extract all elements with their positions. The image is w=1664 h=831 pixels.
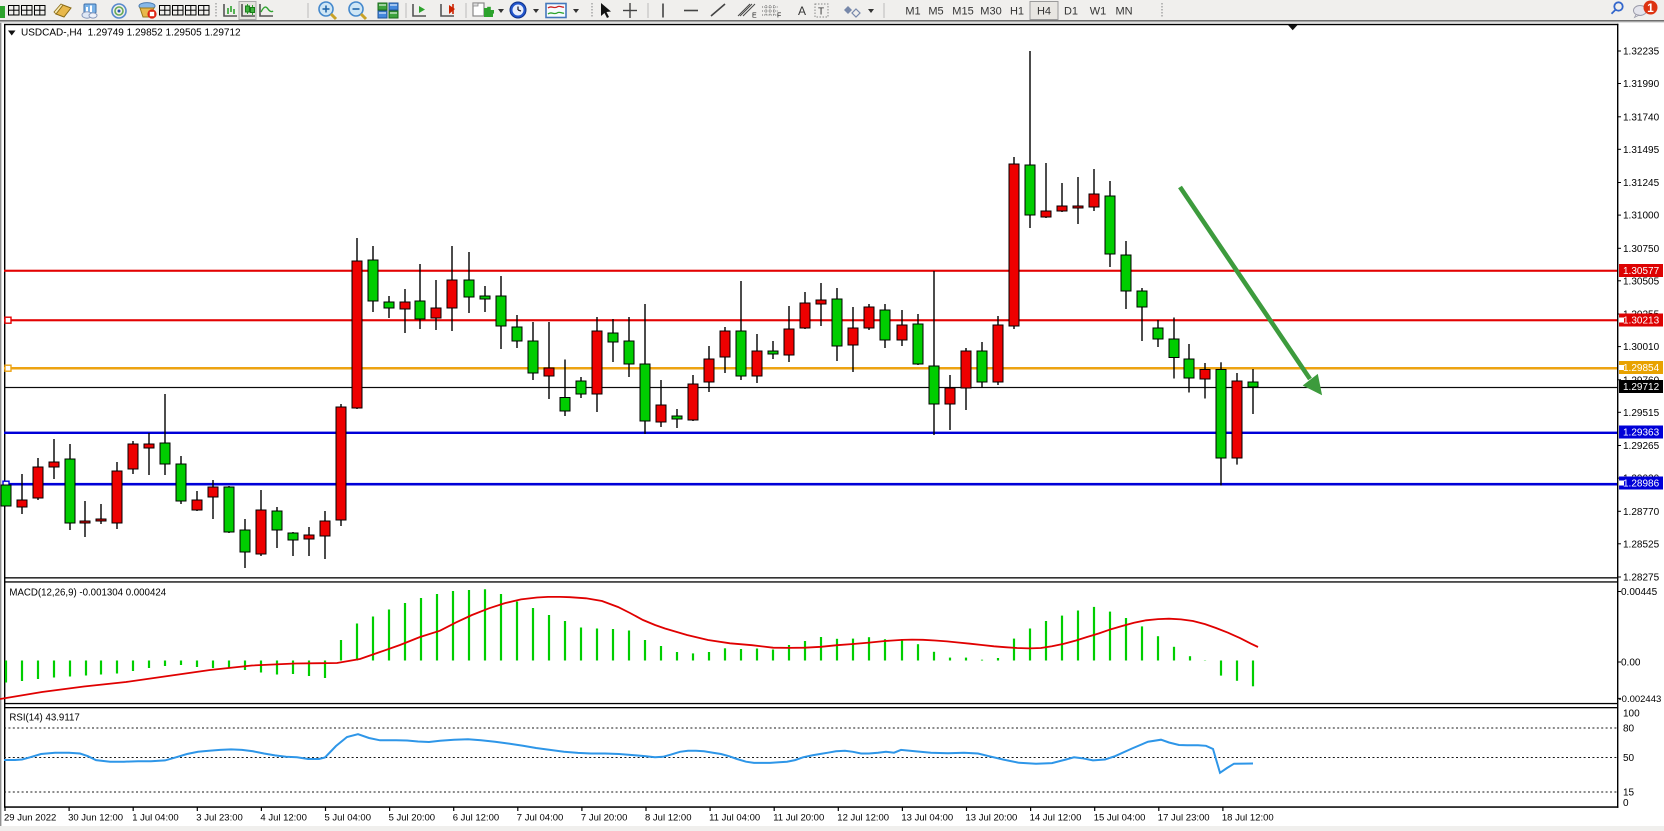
svg-text:17 Jul 23:00: 17 Jul 23:00	[1158, 813, 1210, 824]
svg-text:14 Jul 12:00: 14 Jul 12:00	[1030, 813, 1082, 824]
svg-text:1.29265: 1.29265	[1623, 441, 1660, 452]
svg-text:1.28986: 1.28986	[1623, 479, 1660, 490]
svg-text:M5: M5	[928, 6, 943, 18]
svg-text:29 Jun 2022: 29 Jun 2022	[4, 813, 56, 824]
svg-text:8 Jul 12:00: 8 Jul 12:00	[645, 813, 691, 824]
svg-text:0.00: 0.00	[1621, 658, 1641, 669]
svg-text:5 Jul 04:00: 5 Jul 04:00	[325, 813, 371, 824]
svg-text:1.31000: 1.31000	[1623, 211, 1660, 222]
svg-text:H4: H4	[1037, 6, 1051, 18]
svg-text:12 Jul 12:00: 12 Jul 12:00	[837, 813, 889, 824]
svg-text:1.30505: 1.30505	[1623, 276, 1660, 287]
svg-text:1.32235: 1.32235	[1623, 47, 1660, 58]
svg-text:W1: W1	[1090, 6, 1107, 18]
svg-text:RSI(14) 43.9117: RSI(14) 43.9117	[9, 713, 79, 724]
svg-text:1.31245: 1.31245	[1623, 178, 1660, 189]
svg-text:T: T	[818, 7, 824, 18]
svg-text:1.31495: 1.31495	[1623, 145, 1660, 156]
svg-text:1.30750: 1.30750	[1623, 244, 1660, 255]
svg-text:13 Jul 20:00: 13 Jul 20:00	[966, 813, 1018, 824]
svg-text:1.30577: 1.30577	[1623, 266, 1660, 277]
svg-text:E: E	[752, 13, 757, 20]
svg-text:50: 50	[1623, 753, 1635, 764]
svg-text:1.29854: 1.29854	[1623, 363, 1660, 374]
svg-text:M30: M30	[980, 6, 1001, 18]
svg-text:1.31990: 1.31990	[1623, 79, 1660, 90]
svg-text:1.31740: 1.31740	[1623, 112, 1660, 123]
svg-text:1 Jul 04:00: 1 Jul 04:00	[132, 813, 178, 824]
svg-text:1.28525: 1.28525	[1623, 539, 1660, 550]
svg-text:15: 15	[1623, 788, 1635, 799]
svg-text:0.00445: 0.00445	[1621, 587, 1658, 598]
svg-text:1.30010: 1.30010	[1623, 342, 1660, 353]
svg-text:3 Jul 23:00: 3 Jul 23:00	[196, 813, 242, 824]
svg-text:F: F	[777, 13, 781, 20]
svg-text:H1: H1	[1010, 6, 1024, 18]
svg-text:1.29363: 1.29363	[1623, 428, 1660, 439]
svg-text:1.30213: 1.30213	[1623, 316, 1660, 327]
svg-text:M1: M1	[905, 6, 920, 18]
svg-text:11 Jul 04:00: 11 Jul 04:00	[709, 813, 760, 824]
svg-text:1.28770: 1.28770	[1623, 507, 1660, 518]
svg-text:11 Jul 20:00: 11 Jul 20:00	[773, 813, 824, 824]
svg-text:100: 100	[1623, 709, 1640, 720]
svg-text:13 Jul 04:00: 13 Jul 04:00	[901, 813, 953, 824]
svg-text:15 Jul 04:00: 15 Jul 04:00	[1094, 813, 1146, 824]
svg-text:1.28275: 1.28275	[1623, 573, 1660, 584]
svg-text:7 Jul 20:00: 7 Jul 20:00	[581, 813, 627, 824]
svg-text:D1: D1	[1064, 6, 1078, 18]
svg-text:6 Jul 12:00: 6 Jul 12:00	[453, 813, 499, 824]
svg-text:-0.002443: -0.002443	[1619, 694, 1662, 705]
svg-text:A: A	[798, 4, 806, 18]
svg-text:M15: M15	[952, 6, 973, 18]
svg-text:4 Jul 12:00: 4 Jul 12:00	[260, 813, 306, 824]
svg-text:0: 0	[1623, 798, 1629, 809]
svg-text:1.29712: 1.29712	[1623, 382, 1660, 393]
svg-text:MN: MN	[1115, 6, 1132, 18]
svg-text:30 Jun 12:00: 30 Jun 12:00	[68, 813, 123, 824]
svg-text:1: 1	[1647, 1, 1654, 15]
svg-text:7 Jul 04:00: 7 Jul 04:00	[517, 813, 563, 824]
svg-text:1.29515: 1.29515	[1623, 408, 1660, 419]
svg-text:USDCAD-,H4 1.29749 1.29852 1.: USDCAD-,H4 1.29749 1.29852 1.29505 1.297…	[21, 28, 241, 39]
svg-text:MACD(12,26,9) -0.001304 0.0004: MACD(12,26,9) -0.001304 0.000424	[9, 588, 166, 599]
svg-text:5 Jul 20:00: 5 Jul 20:00	[389, 813, 435, 824]
svg-text:18 Jul 12:00: 18 Jul 12:00	[1222, 813, 1274, 824]
svg-text:80: 80	[1623, 724, 1635, 735]
